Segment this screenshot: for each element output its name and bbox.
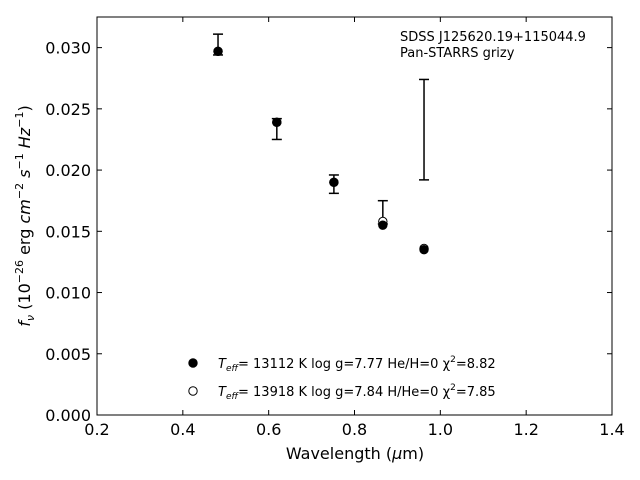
axis-ticks: 0.2 0.4 0.6 0.8 1.0 1.2 1.4 0.000 0.005 0.010 0.01…: [45, 17, 625, 439]
y-label-var: f: [15, 319, 34, 327]
y-label-erg: erg: [15, 224, 34, 260]
x-tick-label-1: 0.4: [170, 420, 195, 439]
y-label-hz: Hz: [15, 127, 34, 153]
plot-area: [213, 33, 430, 255]
legend-marker-filled: [188, 358, 198, 368]
y-tick-label-6: 0.030: [45, 39, 91, 58]
legend-open-rest: = 13918 K log g=7.84 H/He=0 χ: [238, 385, 451, 400]
legend: Teff= 13112 K log g=7.77 He/H=0 χ2=8.82 …: [188, 355, 496, 402]
y-label-close: ): [15, 105, 34, 111]
y-tick-label-4: 0.020: [45, 161, 91, 180]
annotation-line-1: SDSS J125620.19+115044.9: [400, 30, 586, 45]
x-axis-label-mu: μ: [391, 444, 402, 463]
model-point-filled-2: [329, 177, 339, 188]
y-label-unit-open: (10: [15, 283, 34, 315]
legend-marker-open: [188, 386, 198, 396]
legend-filled-rest: = 13112 K log g=7.77 He/H=0 χ: [238, 357, 451, 372]
y-axis-label: fν (10−26 erg cm−2 s−1 Hz−1): [13, 105, 37, 326]
legend-open-sup: 2: [450, 383, 456, 393]
legend-filled-T-sub: eff: [226, 364, 240, 374]
model-point-filled-1: [272, 117, 282, 128]
y-tick-label-5: 0.025: [45, 100, 91, 119]
y-label-s: s: [15, 170, 34, 183]
legend-open-T: T: [218, 385, 227, 400]
legend-filled-sup: 2: [450, 355, 456, 365]
y-tick-label-3: 0.015: [45, 222, 91, 241]
y-label-exp1: −26: [13, 260, 26, 283]
model-point-filled-4: [419, 244, 429, 255]
y-label-exp4: −1: [13, 112, 26, 128]
x-axis-label-prefix: Wavelength (: [286, 444, 392, 463]
x-axis-label: Wavelength (μm): [286, 444, 424, 463]
y-tick-label-2: 0.010: [45, 284, 91, 303]
x-tick-label-2: 0.6: [256, 420, 281, 439]
y-label-exp3: −1: [13, 153, 26, 169]
legend-filled-end: =8.82: [456, 357, 496, 372]
legend-open-T-sub: eff: [226, 392, 240, 402]
model-point-filled-0: [213, 46, 223, 56]
y-tick-label-0: 0.000: [45, 406, 91, 425]
model-point-filled-3: [378, 220, 388, 230]
legend-filled-T: T: [218, 357, 227, 372]
x-axis-label-rest: m): [402, 444, 424, 463]
legend-open-end: =7.85: [456, 385, 496, 400]
y-label-cm: cm: [15, 199, 34, 223]
y-label-exp2: −2: [13, 183, 26, 199]
x-tick-label-0: 0.2: [84, 420, 109, 439]
legend-entry-open: Teff= 13918 K log g=7.84 H/He=0 χ2=7.85: [218, 383, 496, 402]
y-tick-label-1: 0.005: [45, 345, 91, 364]
x-tick-label-3: 0.8: [342, 420, 367, 439]
x-tick-label-5: 1.2: [513, 420, 538, 439]
annotation-line-2: Pan-STARRS grizy: [400, 46, 515, 61]
y-label-var-sub: ν: [24, 315, 37, 321]
legend-entry-filled: Teff= 13112 K log g=7.77 He/H=0 χ2=8.82: [218, 355, 496, 374]
x-tick-label-6: 1.4: [599, 420, 624, 439]
x-tick-label-4: 1.0: [428, 420, 453, 439]
